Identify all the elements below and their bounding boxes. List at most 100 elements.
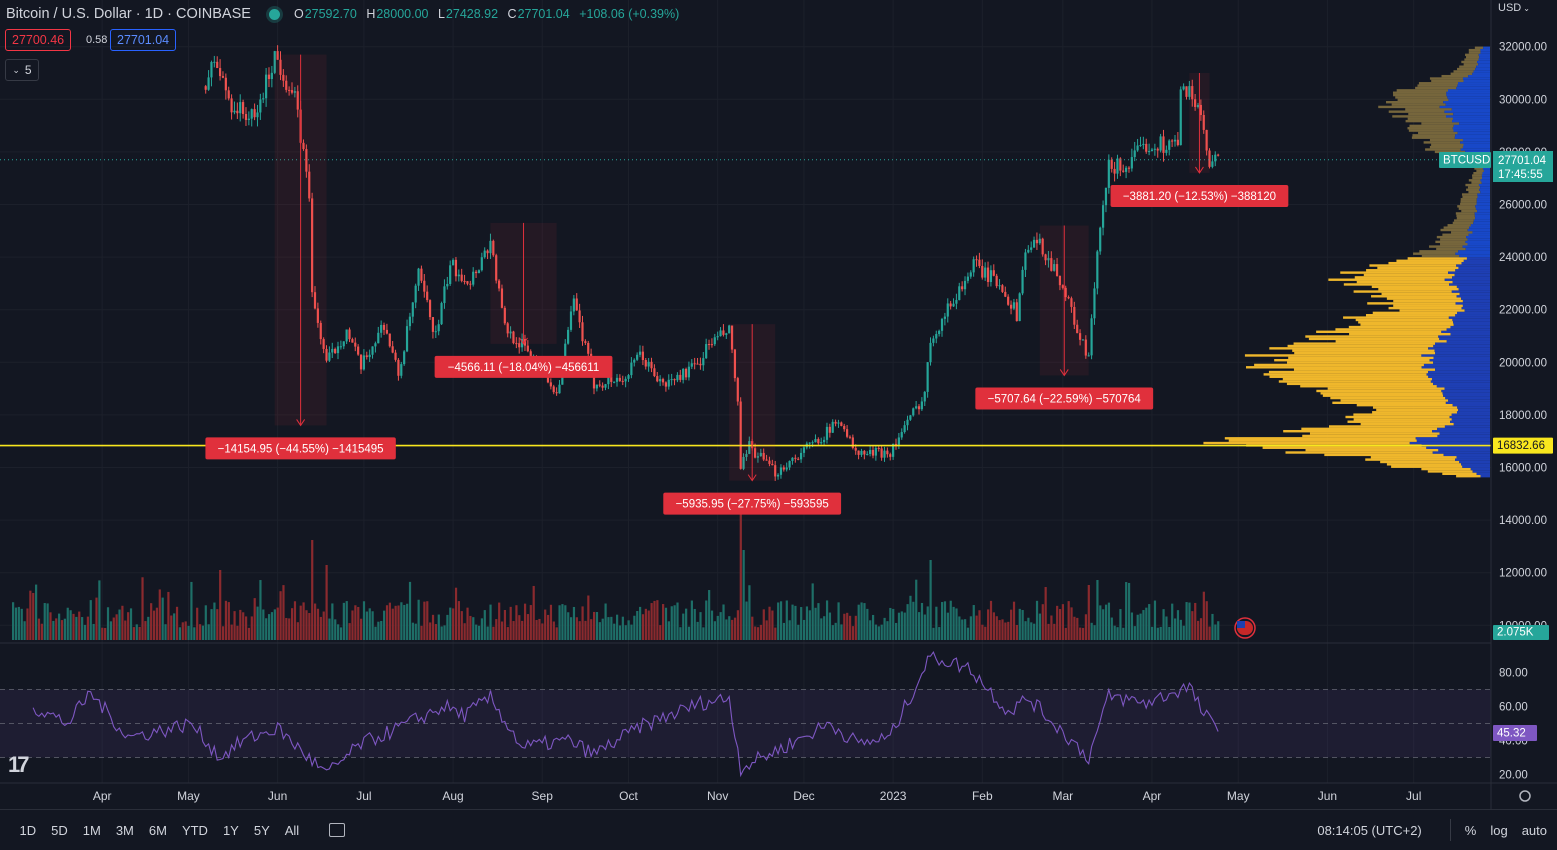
volume-profile-bar <box>1459 254 1490 258</box>
volume-profile-bar <box>1451 231 1473 234</box>
volume-profile-bar <box>1356 280 1453 284</box>
volume-bar <box>1171 603 1174 640</box>
sell-price-button[interactable]: 27700.46 <box>5 29 72 51</box>
indicators-toggle[interactable]: ⌄ 5 <box>5 59 39 81</box>
volume-profile-bar <box>1455 302 1490 305</box>
volume-bar <box>290 608 294 640</box>
candle-body <box>863 450 866 455</box>
settings-gear-icon[interactable] <box>1519 790 1531 802</box>
candle-body <box>1104 187 1108 206</box>
volume-profile-bar <box>1386 100 1444 104</box>
volume-bar <box>722 604 725 640</box>
volume-bar <box>1056 605 1059 640</box>
auto-scale-button[interactable]: auto <box>1521 822 1547 838</box>
volume-profile-bar <box>1405 108 1452 111</box>
candle-body <box>1185 86 1188 97</box>
volume-bar <box>889 607 892 640</box>
candle-body <box>572 298 575 312</box>
tradingview-logo[interactable]: 17 <box>8 752 30 777</box>
volume-bar <box>296 622 299 640</box>
volume-bar <box>639 606 642 640</box>
volume-profile-bar <box>1429 245 1463 248</box>
volume-profile-bar <box>1425 148 1461 151</box>
volume-profile-bar <box>1452 117 1490 120</box>
candle-body <box>469 283 472 285</box>
volume-bar <box>1050 615 1053 640</box>
log-scale-button[interactable]: log <box>1490 822 1508 838</box>
volume-profile-bar <box>1478 53 1490 57</box>
volume-bar <box>23 621 26 640</box>
candle-body <box>903 425 906 433</box>
volume-profile-bar <box>1300 385 1437 388</box>
volume-bar <box>1030 622 1033 640</box>
volume-bar <box>791 604 794 640</box>
volume-bar <box>1024 621 1027 640</box>
volume-profile-bar <box>1465 183 1479 187</box>
candle-body <box>218 68 222 77</box>
volume-profile-bar <box>1477 195 1490 199</box>
volume-profile-bar <box>1393 304 1463 307</box>
volume-bar <box>1150 626 1154 640</box>
volume-profile-bar <box>1322 394 1444 397</box>
rsi-value-tag-bg <box>1493 725 1537 741</box>
rsi-axis-label: 80.00 <box>1499 668 1528 680</box>
volume-bar <box>469 615 472 640</box>
candle-body <box>336 346 340 354</box>
volume-profile-bar <box>1456 411 1490 414</box>
volume-profile-bar <box>1442 472 1477 476</box>
volume-bar <box>37 618 41 640</box>
buy-price-button[interactable]: 27701.04 <box>110 29 177 51</box>
volume-profile-bar <box>1421 366 1490 369</box>
volume-bar <box>751 616 754 640</box>
volume-bar <box>708 590 711 640</box>
timeframe-button-3m[interactable]: 3M <box>115 822 134 838</box>
price-axis-label: 22000.00 <box>1499 305 1547 317</box>
timeframe-button-all[interactable]: All <box>284 822 300 838</box>
volume-profile-bar <box>1455 212 1475 215</box>
volume-profile-bar <box>1293 368 1436 371</box>
candle-body <box>328 352 331 361</box>
volume-profile-bar <box>1473 219 1490 222</box>
candle-body <box>883 450 886 458</box>
timeframe-button-5d[interactable]: 5D <box>51 822 68 838</box>
candle-body <box>995 275 998 287</box>
volume-profile-bar <box>1316 330 1442 333</box>
candle-body <box>1064 287 1067 298</box>
candle-body <box>1159 136 1162 151</box>
candle-body <box>520 338 524 348</box>
volume-bar <box>992 612 995 640</box>
timeframe-button-1m[interactable]: 1M <box>82 822 101 838</box>
volume-profile-bar <box>1435 351 1490 355</box>
volume-bar <box>975 615 978 640</box>
timeframe-button-1y[interactable]: 1Y <box>222 822 239 838</box>
volume-bar <box>454 587 458 640</box>
time-axis-label: May <box>1227 789 1250 803</box>
volume-profile-bar <box>1462 245 1490 248</box>
percent-scale-button[interactable]: % <box>1464 822 1477 838</box>
volume-profile-bar <box>1456 474 1481 478</box>
timeframe-button-1d[interactable]: 1D <box>19 822 37 838</box>
volume-profile-bar <box>1463 143 1490 146</box>
volume-profile-bar <box>1481 181 1490 184</box>
chart-canvas[interactable]: −14154.95 (−44.55%) −1415495 −4566.11 (−1… <box>0 0 1557 809</box>
volume-bar <box>178 627 182 640</box>
volume-bar <box>325 565 328 640</box>
candle-body <box>1001 285 1004 292</box>
candle-body <box>978 259 981 266</box>
candle-body <box>877 447 880 449</box>
candle-body <box>509 331 512 334</box>
volume-profile-bar <box>1467 186 1481 189</box>
volume-bar <box>923 614 926 640</box>
volume-bar <box>403 604 406 640</box>
date-range-icon[interactable] <box>328 823 345 837</box>
currency-button[interactable]: USD ⌄ <box>1498 2 1530 14</box>
candle-body <box>1032 239 1036 248</box>
timeframe-button-6m[interactable]: 6M <box>148 822 167 838</box>
clock[interactable]: 08:14:05 (UTC+2) <box>1317 822 1422 838</box>
volume-profile-bar <box>1451 413 1490 416</box>
timeframe-button-ytd[interactable]: YTD <box>181 822 208 838</box>
symbol-title[interactable]: Bitcoin / U.S. Dollar · 1D · COINBASE <box>6 6 251 22</box>
candle-body <box>431 317 435 332</box>
timeframe-button-5y[interactable]: 5Y <box>253 822 270 838</box>
volume-profile-bar <box>1440 238 1468 241</box>
